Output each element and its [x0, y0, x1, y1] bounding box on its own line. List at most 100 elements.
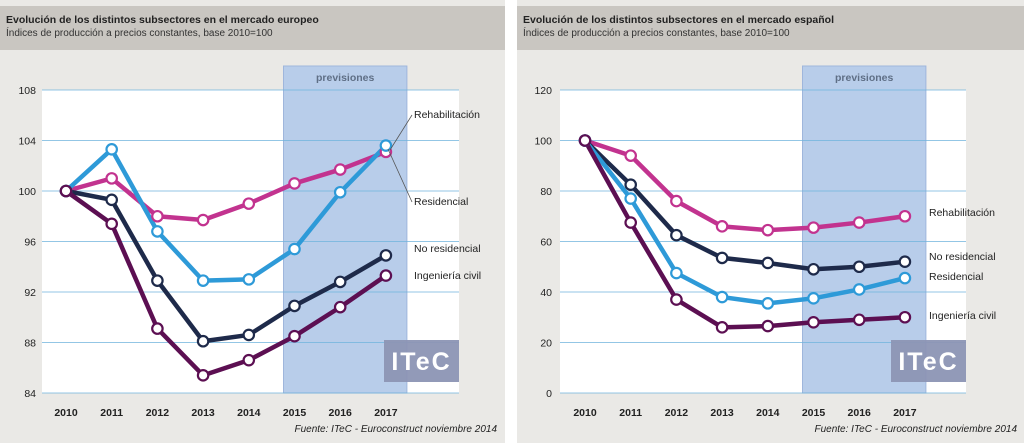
forecast-region — [802, 65, 927, 394]
x-tick-label: 2014 — [237, 407, 261, 419]
data-point — [333, 185, 347, 199]
x-tick-label: 2016 — [329, 407, 353, 419]
chart-title: Evolución de los distintos subsectores e… — [6, 14, 319, 26]
y-tick-label: 88 — [24, 338, 36, 350]
x-tick-label: 2010 — [54, 407, 78, 419]
series-line — [63, 188, 389, 378]
data-point — [852, 260, 866, 274]
data-point — [624, 192, 637, 205]
y-tick-label: 84 — [24, 388, 36, 400]
x-tick-label: 2011 — [619, 407, 642, 419]
chart-panel-spain: Evolución de los distintos subsectores e… — [517, 0, 1024, 443]
data-point — [196, 213, 210, 227]
data-point — [715, 251, 729, 265]
data-point — [670, 194, 683, 208]
series-line — [582, 138, 908, 330]
data-point — [852, 313, 866, 327]
data-point — [242, 197, 256, 210]
y-tick-label: 20 — [540, 338, 552, 350]
y-tick-label: 80 — [540, 186, 552, 198]
data-point — [807, 315, 820, 329]
x-tick-label: 2015 — [283, 407, 307, 419]
data-point — [807, 262, 820, 276]
data-point — [196, 274, 210, 287]
forecast-label: previsiones — [316, 72, 375, 84]
series-label: No residencial — [414, 243, 481, 255]
series-label: No residencial — [929, 251, 996, 263]
x-tick-label: 2010 — [573, 407, 597, 419]
data-point — [105, 172, 118, 185]
itec-logo-box — [891, 340, 966, 382]
data-point — [624, 149, 637, 162]
data-point — [670, 293, 683, 306]
data-point — [105, 217, 118, 231]
data-point — [288, 177, 301, 190]
data-point — [670, 266, 683, 280]
data-point — [898, 209, 912, 223]
data-point — [624, 216, 637, 229]
data-point — [288, 242, 301, 256]
y-tick-label: 92 — [24, 287, 36, 299]
chart-header: Evolución de los distintos subsectores e… — [517, 6, 1024, 50]
data-point — [898, 310, 912, 324]
x-tick-label: 2011 — [100, 407, 123, 419]
x-tick-label: 2016 — [848, 407, 872, 419]
y-tick-label: 104 — [18, 136, 36, 148]
y-tick-label: 100 — [534, 136, 552, 148]
data-point — [151, 322, 164, 335]
y-tick-label: 40 — [540, 287, 552, 299]
series-line — [63, 149, 389, 223]
data-point — [242, 328, 256, 342]
series-line — [582, 138, 908, 306]
y-tick-label: 60 — [540, 237, 552, 249]
chart-header: Evolución de los distintos subsectores e… — [0, 6, 505, 50]
legend-leader-line — [387, 148, 413, 203]
x-tick-label: 2017 — [374, 407, 398, 419]
series-line — [63, 143, 389, 283]
itec-logo-text: ITeC — [898, 348, 958, 376]
x-tick-label: 2013 — [191, 407, 215, 419]
data-point — [105, 143, 118, 156]
data-point — [196, 369, 210, 382]
series-label: Ingeniería civil — [414, 270, 481, 282]
y-tick-label: 108 — [18, 85, 36, 97]
data-point — [379, 269, 393, 282]
itec-logo-box — [384, 340, 459, 382]
data-point — [288, 329, 301, 343]
data-point — [624, 178, 637, 191]
source-note: Fuente: ITeC - Euroconstruct noviembre 2… — [294, 424, 497, 435]
data-point — [59, 184, 73, 198]
chart-subtitle: Índices de producción a precios constant… — [523, 28, 790, 39]
source-note: Fuente: ITeC - Euroconstruct noviembre 2… — [814, 424, 1017, 435]
data-point — [715, 220, 729, 233]
data-point — [242, 353, 256, 367]
data-point — [151, 274, 164, 287]
data-point — [761, 223, 775, 237]
data-point — [288, 299, 301, 313]
data-point — [333, 300, 347, 314]
data-point — [670, 228, 683, 242]
forecast-region — [283, 65, 408, 394]
series-line — [582, 138, 908, 233]
data-point — [242, 273, 256, 286]
data-point — [898, 271, 912, 285]
data-point — [333, 275, 347, 289]
data-point — [578, 134, 592, 147]
data-point — [761, 319, 775, 333]
series-label: Ingeniería civil — [929, 310, 996, 322]
series-line — [63, 188, 389, 344]
series-label: Rehabilitación — [929, 207, 995, 219]
line-chart-europe: previsiones 84 88 92 96 100 104 108 2010 2011 2012… — [18, 65, 497, 435]
data-point — [379, 249, 393, 262]
y-tick-label: 96 — [24, 237, 36, 249]
data-point — [852, 283, 866, 296]
x-tick-label: 2015 — [802, 407, 826, 419]
data-point — [151, 209, 164, 223]
data-point — [898, 255, 912, 268]
data-point — [196, 334, 210, 348]
chart-title: Evolución de los distintos subsectores e… — [523, 14, 835, 26]
data-point — [761, 256, 775, 270]
y-tick-label: 120 — [534, 85, 552, 97]
x-tick-label: 2012 — [146, 407, 170, 419]
data-point — [105, 193, 118, 207]
